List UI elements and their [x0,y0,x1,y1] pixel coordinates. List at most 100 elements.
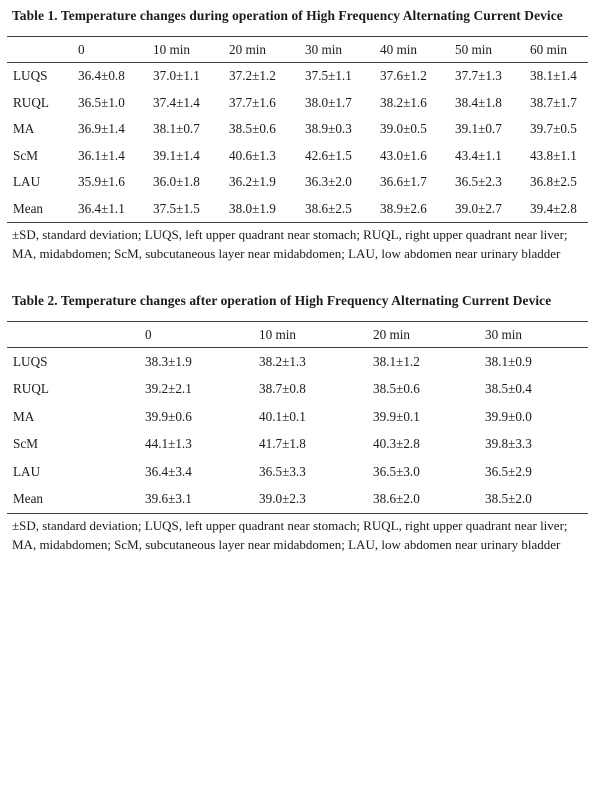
temperature-cell: 38.1±0.9 [485,353,532,369]
temperature-cell: 38.6±2.5 [305,200,352,216]
temperature-cell: 37.0±1.1 [153,68,200,84]
column-header-0: 0 [75,36,150,63]
column-header-40min: 40 min [377,36,452,63]
table-row-lau: LAU 36.4±3.4 36.5±3.3 36.5±3.0 36.5±2.9 [7,458,588,486]
temperature-cell: 38.4±1.8 [455,94,502,110]
row-label: Mean [13,200,44,216]
temperature-cell: 39.0±2.3 [259,491,306,507]
row-label: MA [13,121,35,137]
table-row-ma: MA 36.9±1.4 38.1±0.7 38.5±0.6 38.9±0.3 3… [7,116,588,143]
row-label: ScM [13,436,38,452]
table-2-header-row: 0 10 min 20 min 30 min [7,321,588,348]
temperature-cell: 40.1±0.1 [259,408,306,424]
table-row-ruql: RUQL 36.5±1.0 37.4±1.4 37.7±1.6 38.0±1.7… [7,90,588,117]
table-1-header-row: 0 10 min 20 min 30 min 40 min 50 min 60 … [7,36,588,63]
temperature-cell: 38.0±1.9 [229,200,276,216]
temperature-cell: 36.0±1.8 [153,174,200,190]
temperature-cell: 36.5±3.3 [259,463,306,479]
table-row-ma: MA 39.9±0.6 40.1±0.1 39.9±0.1 39.9±0.0 [7,403,588,431]
temperature-cell: 37.2±1.2 [229,68,276,84]
temperature-cell: 36.5±2.9 [485,463,532,479]
temperature-cell: 39.1±0.7 [455,121,502,137]
column-header-30min: 30 min [302,36,377,63]
temperature-cell: 37.5±1.1 [305,68,352,84]
row-label: LUQS [13,353,48,369]
temperature-cell: 36.4±1.1 [78,200,125,216]
table-1-footnote: ±SD, standard deviation; LUQS, left uppe… [12,227,568,261]
temperature-cell: 36.9±1.4 [78,121,125,137]
table-row-mean: Mean 36.4±1.1 37.5±1.5 38.0±1.9 38.6±2.5… [7,196,588,223]
temperature-cell: 40.3±2.8 [373,436,420,452]
table-row-luqs: LUQS 36.4±0.8 37.0±1.1 37.2±1.2 37.5±1.1… [7,63,588,90]
row-label: RUQL [13,94,49,110]
temperature-cell: 39.4±2.8 [530,200,577,216]
temperature-cell: 38.7±1.7 [530,94,577,110]
temperature-cell: 38.1±1.2 [373,353,420,369]
temperature-cell: 36.5±1.0 [78,94,125,110]
table-1-title: Table 1. Temperature changes during oper… [12,8,563,23]
temperature-cell: 40.6±1.3 [229,147,276,163]
temperature-cell: 38.0±1.7 [305,94,352,110]
column-header-20min: 20 min [370,321,482,348]
table-2-section: Table 2. Temperature changes after opera… [7,292,589,554]
temperature-cell: 37.7±1.3 [455,68,502,84]
table-row-mean: Mean 39.6±3.1 39.0±2.3 38.6±2.0 38.5±2.0 [7,486,588,514]
column-header-10min: 10 min [150,36,226,63]
row-label: LAU [13,174,41,190]
temperature-cell: 38.6±2.0 [373,491,420,507]
temperature-cell: 38.2±1.3 [259,353,306,369]
temperature-cell: 39.0±0.5 [380,121,427,137]
temperature-cell: 43.0±1.6 [380,147,427,163]
temperature-cell: 43.4±1.1 [455,147,502,163]
temperature-cell: 38.5±0.4 [485,381,532,397]
table-2-title: Table 2. Temperature changes after opera… [12,293,552,308]
temperature-cell: 36.5±3.0 [373,463,420,479]
temperature-cell: 38.3±1.9 [145,353,192,369]
column-header-30min: 30 min [482,321,588,348]
column-header-10min: 10 min [256,321,370,348]
column-header-blank [7,321,142,348]
column-header-60min: 60 min [527,36,588,63]
row-label: ScM [13,147,38,163]
temperature-cell: 39.9±0.1 [373,408,420,424]
temperature-cell: 41.7±1.8 [259,436,306,452]
column-header-0: 0 [142,321,256,348]
table-1-section: Table 1. Temperature changes during oper… [7,0,589,263]
temperature-cell: 37.5±1.5 [153,200,200,216]
temperature-cell: 38.1±1.4 [530,68,577,84]
table-2-footnote: ±SD, standard deviation; LUQS, left uppe… [12,518,568,552]
temperature-cell: 36.3±2.0 [305,174,352,190]
table-row-lau: LAU 35.9±1.6 36.0±1.8 36.2±1.9 36.3±2.0 … [7,169,588,196]
temperature-cell: 38.9±0.3 [305,121,352,137]
temperature-cell: 36.2±1.9 [229,174,276,190]
temperature-cell: 39.0±2.7 [455,200,502,216]
temperature-cell: 38.2±1.6 [380,94,427,110]
temperature-cell: 39.2±2.1 [145,381,192,397]
temperature-cell: 36.5±2.3 [455,174,502,190]
row-label: RUQL [13,381,49,397]
row-label: Mean [13,491,44,507]
temperature-cell: 39.9±0.6 [145,408,192,424]
temperature-cell: 38.5±0.6 [229,121,276,137]
temperature-cell: 38.1±0.7 [153,121,200,137]
temperature-cell: 38.7±0.8 [259,381,306,397]
table-row-luqs: LUQS 38.3±1.9 38.2±1.3 38.1±1.2 38.1±0.9 [7,348,588,376]
temperature-cell: 37.7±1.6 [229,94,276,110]
temperature-cell: 42.6±1.5 [305,147,352,163]
temperature-cell: 38.5±2.0 [485,491,532,507]
temperature-cell: 39.7±0.5 [530,121,577,137]
temperature-cell: 36.8±2.5 [530,174,577,190]
temperature-cell: 36.4±0.8 [78,68,125,84]
temperature-cell: 36.6±1.7 [380,174,427,190]
temperature-cell: 36.4±3.4 [145,463,192,479]
temperature-cell: 39.6±3.1 [145,491,192,507]
table-2: 0 10 min 20 min 30 min LUQS 38.3±1.9 38.… [7,321,588,514]
table-row-scm: ScM 36.1±1.4 39.1±1.4 40.6±1.3 42.6±1.5 … [7,143,588,170]
row-label: LAU [13,463,41,479]
document-body: Table 1. Temperature changes during oper… [7,0,589,554]
temperature-cell: 36.1±1.4 [78,147,125,163]
temperature-cell: 37.6±1.2 [380,68,427,84]
column-header-50min: 50 min [452,36,527,63]
row-label: LUQS [13,68,48,84]
table-1: 0 10 min 20 min 30 min 40 min 50 min 60 … [7,36,588,223]
